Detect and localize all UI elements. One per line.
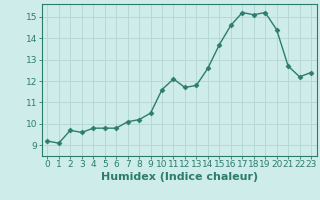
X-axis label: Humidex (Indice chaleur): Humidex (Indice chaleur) xyxy=(100,172,258,182)
